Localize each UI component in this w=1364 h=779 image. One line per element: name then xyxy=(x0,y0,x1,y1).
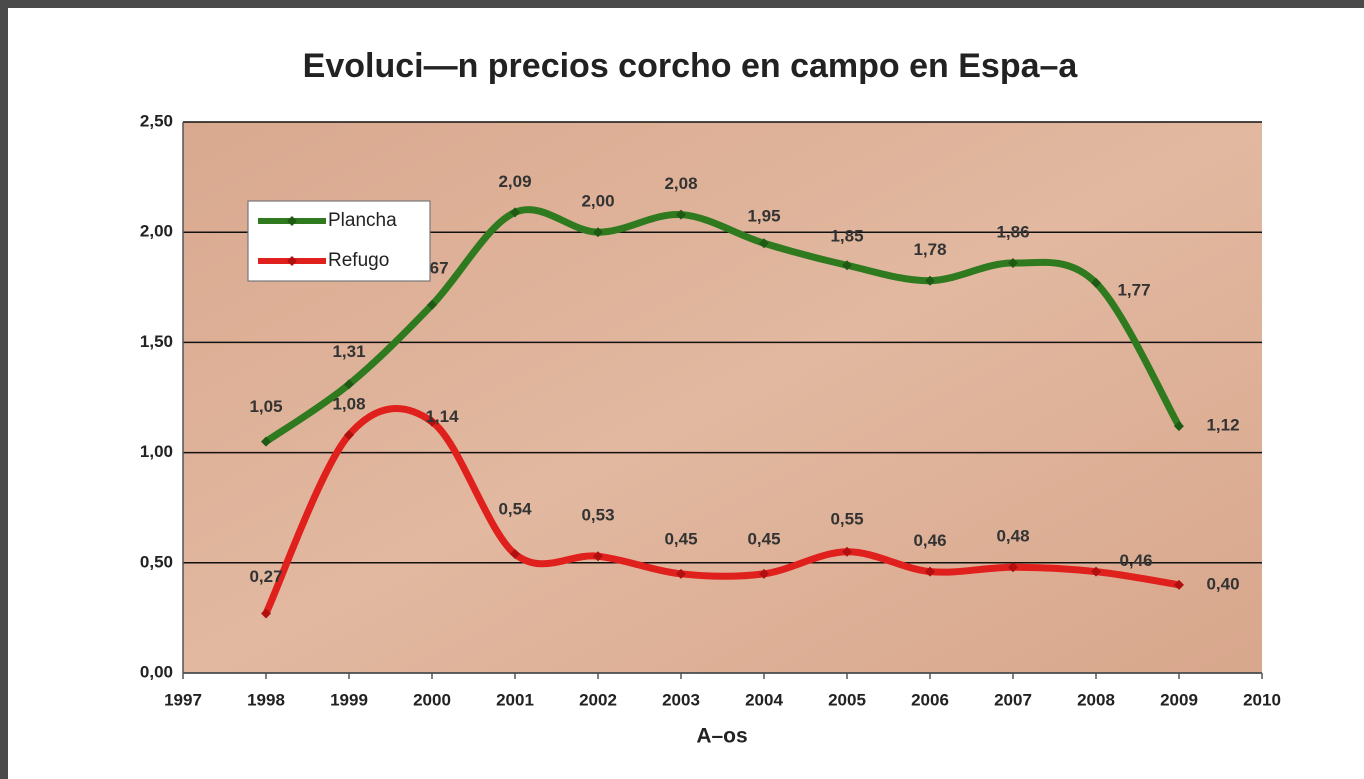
data-point xyxy=(427,416,437,427)
x-tick-label: 2000 xyxy=(413,690,451,709)
data-label: 1,86 xyxy=(996,223,1029,242)
x-axis-label: A–os xyxy=(696,725,747,748)
data-label: 2,00 xyxy=(581,192,614,211)
legend: Plancha Refugo xyxy=(247,200,431,282)
data-label: 1,95 xyxy=(747,207,780,226)
x-tick-label: 2003 xyxy=(662,690,700,709)
data-point xyxy=(344,429,354,440)
x-tick-label: 2001 xyxy=(496,690,534,709)
data-label: 0,48 xyxy=(996,527,1029,546)
legend-label: Plancha xyxy=(328,210,397,231)
y-tick-label: 1,00 xyxy=(140,442,173,461)
data-label: 1,78 xyxy=(913,240,946,259)
legend-label: Refugo xyxy=(328,250,389,271)
data-point xyxy=(261,436,271,447)
data-label: 1,12 xyxy=(1206,416,1239,435)
data-label: 0,27 xyxy=(249,567,282,586)
data-point xyxy=(510,207,520,218)
data-point xyxy=(842,546,852,557)
x-tick-label: 1999 xyxy=(330,690,368,709)
x-tick-label: 2002 xyxy=(579,690,617,709)
data-label: 0,46 xyxy=(913,531,946,550)
legend-box xyxy=(247,200,431,282)
data-point xyxy=(593,551,603,562)
y-tick-label: 2,00 xyxy=(140,222,173,241)
data-label: 0,45 xyxy=(664,529,697,548)
series-line xyxy=(262,206,1183,446)
legend-marker xyxy=(287,256,297,266)
data-label: 2,09 xyxy=(498,172,531,191)
data-point xyxy=(344,379,354,390)
x-tick-label: 2008 xyxy=(1077,690,1115,709)
x-tick-label: 2007 xyxy=(994,690,1032,709)
data-point xyxy=(593,227,603,238)
data-label: 1,14 xyxy=(425,407,459,426)
data-point xyxy=(1008,258,1018,269)
data-label: 1,85 xyxy=(830,227,863,246)
data-label: 0,46 xyxy=(1119,551,1152,570)
x-tick-label: 1997 xyxy=(164,690,202,709)
data-point xyxy=(261,608,271,619)
y-tick-label: 2,50 xyxy=(140,111,173,130)
data-point xyxy=(1091,277,1101,288)
legend-marker xyxy=(287,216,297,226)
data-point xyxy=(1174,421,1184,432)
x-tick-label: 2010 xyxy=(1243,690,1281,709)
data-label: 0,45 xyxy=(747,529,780,548)
x-tick-label: 2005 xyxy=(828,690,866,709)
data-point xyxy=(427,299,437,310)
y-tick-label: 1,50 xyxy=(140,332,173,351)
x-tick-label: 2009 xyxy=(1160,690,1198,709)
x-tick-label: 2006 xyxy=(911,690,949,709)
data-label: 0,40 xyxy=(1206,574,1239,593)
data-point xyxy=(676,568,686,579)
data-point xyxy=(1174,579,1184,590)
data-point xyxy=(1008,562,1018,573)
data-point xyxy=(925,566,935,577)
data-label: 1,05 xyxy=(249,397,282,416)
x-tick-label: 1998 xyxy=(247,690,285,709)
data-point xyxy=(510,548,520,559)
data-label: 0,54 xyxy=(498,499,532,518)
y-tick-label: 0,00 xyxy=(140,662,173,681)
data-point xyxy=(925,275,935,286)
x-tick-label: 2004 xyxy=(745,690,783,709)
data-label: 1,77 xyxy=(1117,280,1150,299)
data-label: 2,08 xyxy=(664,174,697,193)
data-point xyxy=(759,238,769,249)
chart-title: Evoluci—n precios corcho en campo en Esp… xyxy=(303,47,1079,85)
data-label: 1,08 xyxy=(332,394,365,413)
data-point xyxy=(759,568,769,579)
y-tick-label: 0,50 xyxy=(140,552,173,571)
frame-top xyxy=(0,0,1364,8)
data-point xyxy=(676,209,686,220)
data-label: 0,53 xyxy=(581,506,614,525)
frame-left xyxy=(0,0,8,779)
data-label: 0,55 xyxy=(830,509,863,528)
data-point xyxy=(842,260,852,271)
data-point xyxy=(1091,566,1101,577)
data-label: 1,31 xyxy=(332,342,365,361)
